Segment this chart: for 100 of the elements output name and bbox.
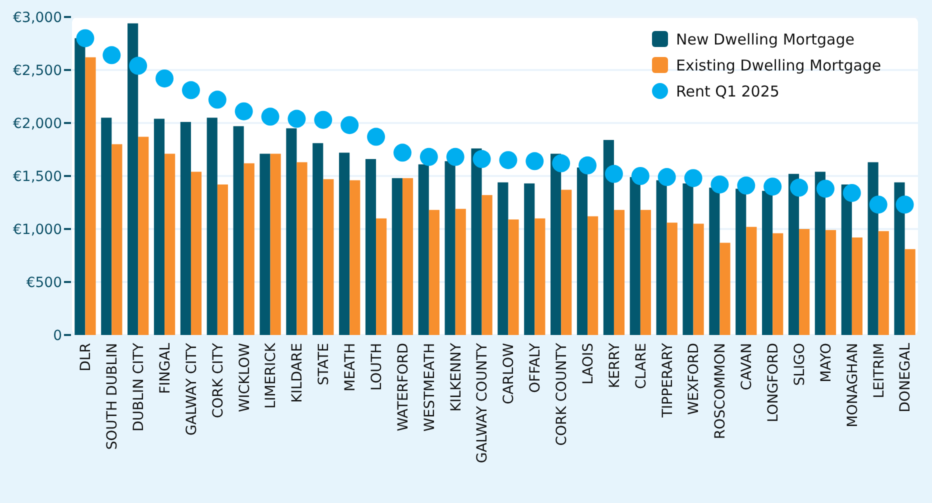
bar (799, 229, 810, 335)
point (552, 154, 570, 172)
point (76, 29, 94, 48)
bar (841, 184, 852, 335)
x-tick-label: WEXFORD (686, 343, 702, 415)
bar (323, 179, 334, 335)
bar (788, 174, 800, 335)
bar (233, 126, 244, 335)
point (578, 156, 597, 174)
x-tick-label: TIPPERARY (660, 342, 676, 419)
point (499, 151, 518, 170)
point (340, 116, 359, 134)
legend-label: Rent Q1 2025 (676, 82, 780, 100)
point (102, 46, 121, 64)
bar (762, 190, 773, 335)
bar (524, 183, 535, 335)
x-tick-label: DLR (78, 342, 94, 372)
x-tick-label: LAOIS (580, 342, 596, 384)
x-tick-label: WATERFORD (395, 343, 412, 432)
point (314, 110, 332, 129)
point (129, 56, 148, 75)
point (604, 164, 623, 183)
x-tick-label: DUBLIN CITY (130, 342, 147, 432)
x-tick-label: MEATH (342, 343, 358, 392)
point (710, 175, 729, 194)
point (393, 144, 412, 162)
bar (709, 188, 720, 335)
x-tick-label: KILDARE (290, 343, 306, 403)
x-tick-label: CAVAN (739, 343, 756, 390)
bar (350, 180, 360, 335)
x-tick-label: FINGAL (157, 342, 174, 394)
point (896, 196, 914, 214)
bar (101, 118, 112, 335)
x-tick-label: LIMERICK (263, 342, 280, 409)
point (842, 184, 861, 202)
bar (534, 218, 546, 335)
bar (508, 219, 519, 335)
point (737, 176, 756, 195)
bar (339, 152, 350, 335)
bar (260, 154, 270, 335)
point (420, 148, 438, 166)
bar (112, 144, 122, 335)
bar (471, 148, 482, 335)
bar (576, 168, 588, 335)
bar (666, 222, 678, 335)
point (261, 108, 280, 126)
bar (894, 182, 905, 335)
bar (312, 143, 324, 335)
y-tick-label: €2,500 (13, 62, 62, 79)
bar (244, 163, 254, 335)
bar (138, 136, 149, 335)
bar (270, 154, 281, 335)
bar (482, 195, 492, 335)
x-tick-label: GALWAY CITY (184, 342, 200, 436)
bar (904, 249, 916, 335)
point (869, 196, 888, 214)
bar (852, 237, 862, 335)
bar (376, 218, 387, 335)
x-tick-label: LEITRIM (871, 343, 888, 398)
x-tick-label: STATE (316, 343, 332, 386)
x-tick-label: ROSCOMMON (712, 343, 729, 440)
x-tick-label: KERRY (606, 342, 623, 388)
bar (154, 118, 165, 335)
point (288, 110, 306, 128)
bar (682, 183, 694, 335)
bar (878, 231, 889, 335)
bar (444, 161, 456, 335)
bar (498, 182, 508, 335)
bar (772, 233, 784, 335)
y-tick-label: 0 (53, 328, 62, 344)
x-tick-label: CORK COUNTY (554, 342, 570, 446)
legend-label: Existing Dwelling Mortgage (676, 56, 882, 74)
point (684, 169, 702, 188)
point (208, 90, 226, 109)
x-tick-label: CARLOW (501, 342, 518, 404)
point (526, 152, 544, 170)
bar (190, 172, 202, 335)
x-tick-label: DONEGAL (898, 342, 914, 412)
point (234, 102, 253, 120)
x-tick-label: OFFALY (528, 342, 544, 393)
y-tick-label: €500 (26, 274, 62, 291)
bar (614, 210, 625, 335)
point (658, 168, 676, 186)
bar (402, 178, 414, 335)
y-tick-label: €2,000 (13, 116, 62, 132)
y-tick-label: €1,000 (13, 222, 62, 238)
bar (164, 154, 176, 335)
bar (588, 216, 598, 335)
bar (814, 172, 826, 335)
bar (693, 224, 704, 335)
point (182, 81, 200, 100)
x-tick-label: GALWAY COUNTY (474, 342, 491, 464)
bar (746, 226, 757, 335)
point (816, 180, 834, 198)
x-tick-label: LONGFORD (765, 343, 782, 422)
point (367, 128, 386, 146)
bar (85, 57, 96, 335)
bar (296, 162, 308, 335)
bar (561, 190, 572, 335)
bar (74, 38, 86, 335)
